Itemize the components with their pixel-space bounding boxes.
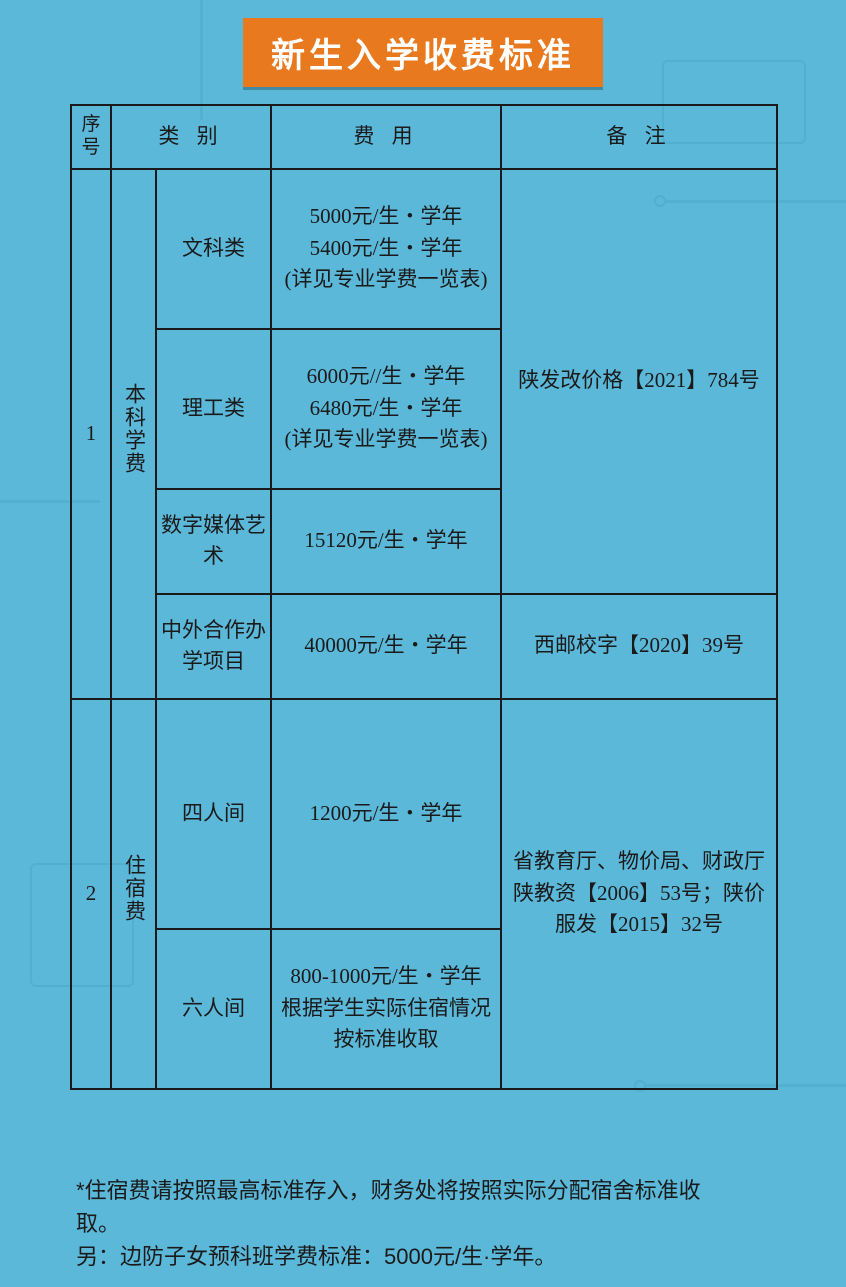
table-row: 1 本科学费 文科类 5000元/生・学年5400元/生・学年(详见专业学费一览… <box>71 169 777 329</box>
header-seq: 序号 <box>71 105 111 169</box>
seq-cell: 1 <box>71 169 111 699</box>
category-sub-cell: 文科类 <box>156 169 271 329</box>
category-sub-cell: 四人间 <box>156 699 271 929</box>
fee-cell: 800-1000元/生・学年根据学生实际住宿情况按标准收取 <box>271 929 501 1089</box>
fee-table-container: 序号 类 别 费 用 备 注 1 本科学费 文科类 5000元/生・学年5400… <box>70 104 776 1090</box>
fee-cell: 1200元/生・学年 <box>271 699 501 929</box>
category-sub-cell: 中外合作办学项目 <box>156 594 271 699</box>
fee-cell: 6000元//生・学年6480元/生・学年(详见专业学费一览表) <box>271 329 501 489</box>
category-main-cell: 本科学费 <box>111 169 156 699</box>
table-header-row: 序号 类 别 费 用 备 注 <box>71 105 777 169</box>
title-banner: 新生入学收费标准 <box>243 18 603 87</box>
footnote-line: *住宿费请按照最高标准存入，财务处将按照实际分配宿舍标准收取。 <box>76 1174 726 1240</box>
fee-cell: 15120元/生・学年 <box>271 489 501 594</box>
footnote: *住宿费请按照最高标准存入，财务处将按照实际分配宿舍标准收取。 另：边防子女预科… <box>76 1174 726 1273</box>
category-sub-cell: 数字媒体艺术 <box>156 489 271 594</box>
category-main-text: 本科学费 <box>118 383 150 475</box>
seq-cell: 2 <box>71 699 111 1089</box>
note-cell: 省教育厅、物价局、财政厅陕教资【2006】53号；陕价服发【2015】32号 <box>501 699 777 1089</box>
header-fee: 费 用 <box>271 105 501 169</box>
header-category: 类 别 <box>111 105 271 169</box>
fee-cell: 5000元/生・学年5400元/生・学年(详见专业学费一览表) <box>271 169 501 329</box>
category-sub-cell: 六人间 <box>156 929 271 1089</box>
fee-table: 序号 类 别 费 用 备 注 1 本科学费 文科类 5000元/生・学年5400… <box>70 104 778 1090</box>
category-sub-cell: 理工类 <box>156 329 271 489</box>
header-note: 备 注 <box>501 105 777 169</box>
note-cell: 西邮校字【2020】39号 <box>501 594 777 699</box>
category-main-cell: 住宿费 <box>111 699 156 1089</box>
note-cell: 陕发改价格【2021】784号 <box>501 169 777 594</box>
table-row: 中外合作办学项目 40000元/生・学年 西邮校字【2020】39号 <box>71 594 777 699</box>
table-row: 2 住宿费 四人间 1200元/生・学年 省教育厅、物价局、财政厅陕教资【200… <box>71 699 777 929</box>
fee-cell: 40000元/生・学年 <box>271 594 501 699</box>
footnote-line: 另：边防子女预科班学费标准：5000元/生·学年。 <box>76 1240 726 1273</box>
category-main-text: 住宿费 <box>118 854 150 923</box>
